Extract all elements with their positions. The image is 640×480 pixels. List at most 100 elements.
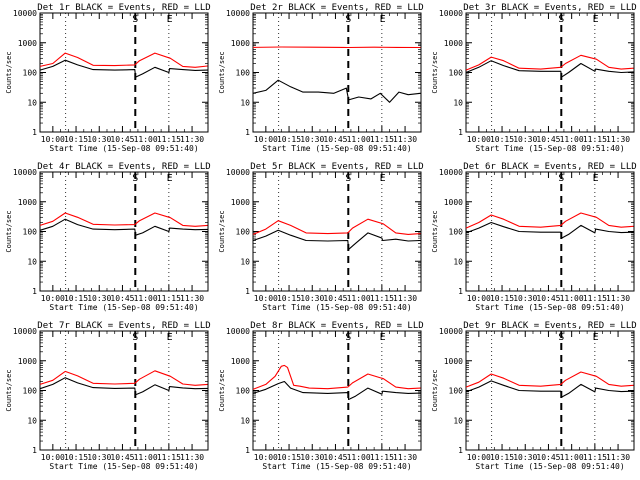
- marker-s: S: [132, 173, 138, 184]
- x-tick-label: 10:45: [323, 135, 347, 144]
- x-tick-label: 10:00: [41, 294, 65, 303]
- y-axis-label: Counts/sec: [431, 51, 439, 93]
- plot-frame: [39, 330, 209, 451]
- x-tick-label: 10:00: [254, 294, 278, 303]
- series-line-events-black: [39, 59, 208, 78]
- panel-det-1: Det 1r BLACK = Events, RED = LLD 1 10 100 10…: [5, 3, 211, 153]
- x-tick-label: 10:45: [323, 294, 347, 303]
- x-axis-label: Start Time (15-Sep-08 09:51:40): [49, 462, 198, 471]
- x-tick-label: 11:15: [370, 453, 394, 462]
- marker-e: E: [593, 14, 599, 25]
- marker-e: E: [167, 173, 173, 184]
- x-tick-label: 11:30: [606, 294, 630, 303]
- x-tick-label: 11:15: [157, 135, 181, 144]
- x-tick-label: 11:00: [134, 135, 158, 144]
- panel-title: Det 5r BLACK = Events, RED = LLD: [250, 162, 423, 172]
- x-tick-label: 10:15: [490, 453, 514, 462]
- panel-det-6: Det 6r BLACK = Events, RED = LLD 1 10 100 10…: [431, 162, 637, 312]
- y-tick-label: 10000: [13, 9, 37, 18]
- x-axis-label: Start Time (15-Sep-08 09:51:40): [475, 144, 624, 153]
- series-line-lld-red: [465, 54, 634, 71]
- y-tick-label: 100: [23, 387, 38, 396]
- marker-e: E: [167, 332, 173, 343]
- y-tick-label: 1000: [18, 198, 37, 207]
- x-tick-label: 10:30: [300, 135, 324, 144]
- marker-s: S: [558, 173, 564, 184]
- x-tick-label: 11:30: [393, 453, 417, 462]
- series-line-lld-red: [252, 364, 421, 390]
- y-tick-label: 1: [32, 287, 37, 296]
- y-tick-label: 1: [32, 446, 37, 455]
- y-tick-label: 1000: [18, 39, 37, 48]
- y-tick-label: 1: [245, 287, 250, 296]
- y-tick-label: 1: [458, 446, 463, 455]
- x-tick-label: 10:00: [254, 453, 278, 462]
- x-tick-label: 10:30: [300, 294, 324, 303]
- x-tick-label: 10:00: [254, 135, 278, 144]
- series-line-lld-red: [39, 52, 208, 68]
- x-tick-label: 11:00: [134, 294, 158, 303]
- panel-title: Det 6r BLACK = Events, RED = LLD: [463, 162, 636, 172]
- x-tick-label: 10:00: [41, 453, 65, 462]
- y-tick-label: 1: [245, 446, 250, 455]
- x-tick-label: 11:00: [560, 135, 584, 144]
- x-tick-label: 10:45: [110, 294, 134, 303]
- marker-e: E: [167, 14, 173, 25]
- x-tick-label: 11:00: [347, 453, 371, 462]
- y-tick-label: 10000: [226, 9, 250, 18]
- panel-det-5: Det 5r BLACK = Events, RED = LLD 1 10 100 10…: [218, 162, 424, 312]
- panel-det-9: Det 9r BLACK = Events, RED = LLD 1 10 100 10…: [431, 321, 637, 471]
- marker-e: E: [380, 173, 386, 184]
- y-tick-label: 10: [27, 98, 37, 107]
- marker-e: E: [380, 332, 386, 343]
- y-tick-label: 10: [453, 98, 463, 107]
- x-tick-label: 10:45: [110, 453, 134, 462]
- y-tick-label: 10000: [13, 327, 37, 336]
- y-tick-label: 100: [236, 228, 251, 237]
- y-tick-label: 100: [449, 228, 464, 237]
- panel-det-2: Det 2r BLACK = Events, RED = LLD 1 10 100 10…: [218, 3, 424, 153]
- y-axis-label: Counts/sec: [218, 210, 226, 252]
- series-line-events-black: [252, 229, 421, 250]
- y-tick-label: 100: [23, 69, 38, 78]
- series-line-lld-red: [252, 46, 421, 49]
- x-tick-label: 11:15: [157, 294, 181, 303]
- series-line-events-black: [465, 380, 634, 398]
- series-line-lld-red: [465, 212, 634, 229]
- x-tick-label: 11:00: [560, 294, 584, 303]
- marker-s: S: [132, 332, 138, 343]
- y-tick-label: 1: [458, 128, 463, 137]
- x-tick-label: 10:30: [87, 453, 111, 462]
- x-tick-label: 11:15: [370, 294, 394, 303]
- series-line-events-black: [39, 377, 208, 396]
- x-tick-label: 11:00: [347, 135, 371, 144]
- y-tick-label: 1000: [444, 357, 463, 366]
- x-tick-label: 11:30: [180, 135, 204, 144]
- panel-title: Det 2r BLACK = Events, RED = LLD: [250, 3, 423, 13]
- x-tick-label: 10:30: [300, 453, 324, 462]
- y-axis-label: Counts/sec: [5, 51, 13, 93]
- panel-title: Det 4r BLACK = Events, RED = LLD: [37, 162, 210, 172]
- panel-det-8: Det 8r BLACK = Events, RED = LLD 1 10 100 10…: [218, 321, 424, 471]
- y-axis-label: Counts/sec: [5, 369, 13, 411]
- series-line-lld-red: [39, 212, 208, 227]
- y-tick-label: 100: [23, 228, 38, 237]
- y-axis-label: Counts/sec: [218, 369, 226, 411]
- x-tick-label: 11:15: [583, 294, 607, 303]
- x-tick-label: 10:45: [323, 453, 347, 462]
- panel-title: Det 8r BLACK = Events, RED = LLD: [250, 321, 423, 331]
- marker-s: S: [345, 14, 351, 25]
- x-tick-label: 10:15: [64, 135, 88, 144]
- panel-title: Det 3r BLACK = Events, RED = LLD: [463, 3, 636, 13]
- marker-e: E: [593, 173, 599, 184]
- x-tick-label: 11:30: [606, 135, 630, 144]
- marker-s: S: [132, 14, 138, 25]
- plot-frame: [252, 171, 422, 292]
- y-tick-label: 10: [240, 98, 250, 107]
- marker-s: S: [345, 173, 351, 184]
- series-line-events-black: [252, 380, 421, 401]
- x-tick-label: 10:15: [277, 135, 301, 144]
- y-tick-label: 1: [458, 287, 463, 296]
- series-line-lld-red: [252, 218, 421, 235]
